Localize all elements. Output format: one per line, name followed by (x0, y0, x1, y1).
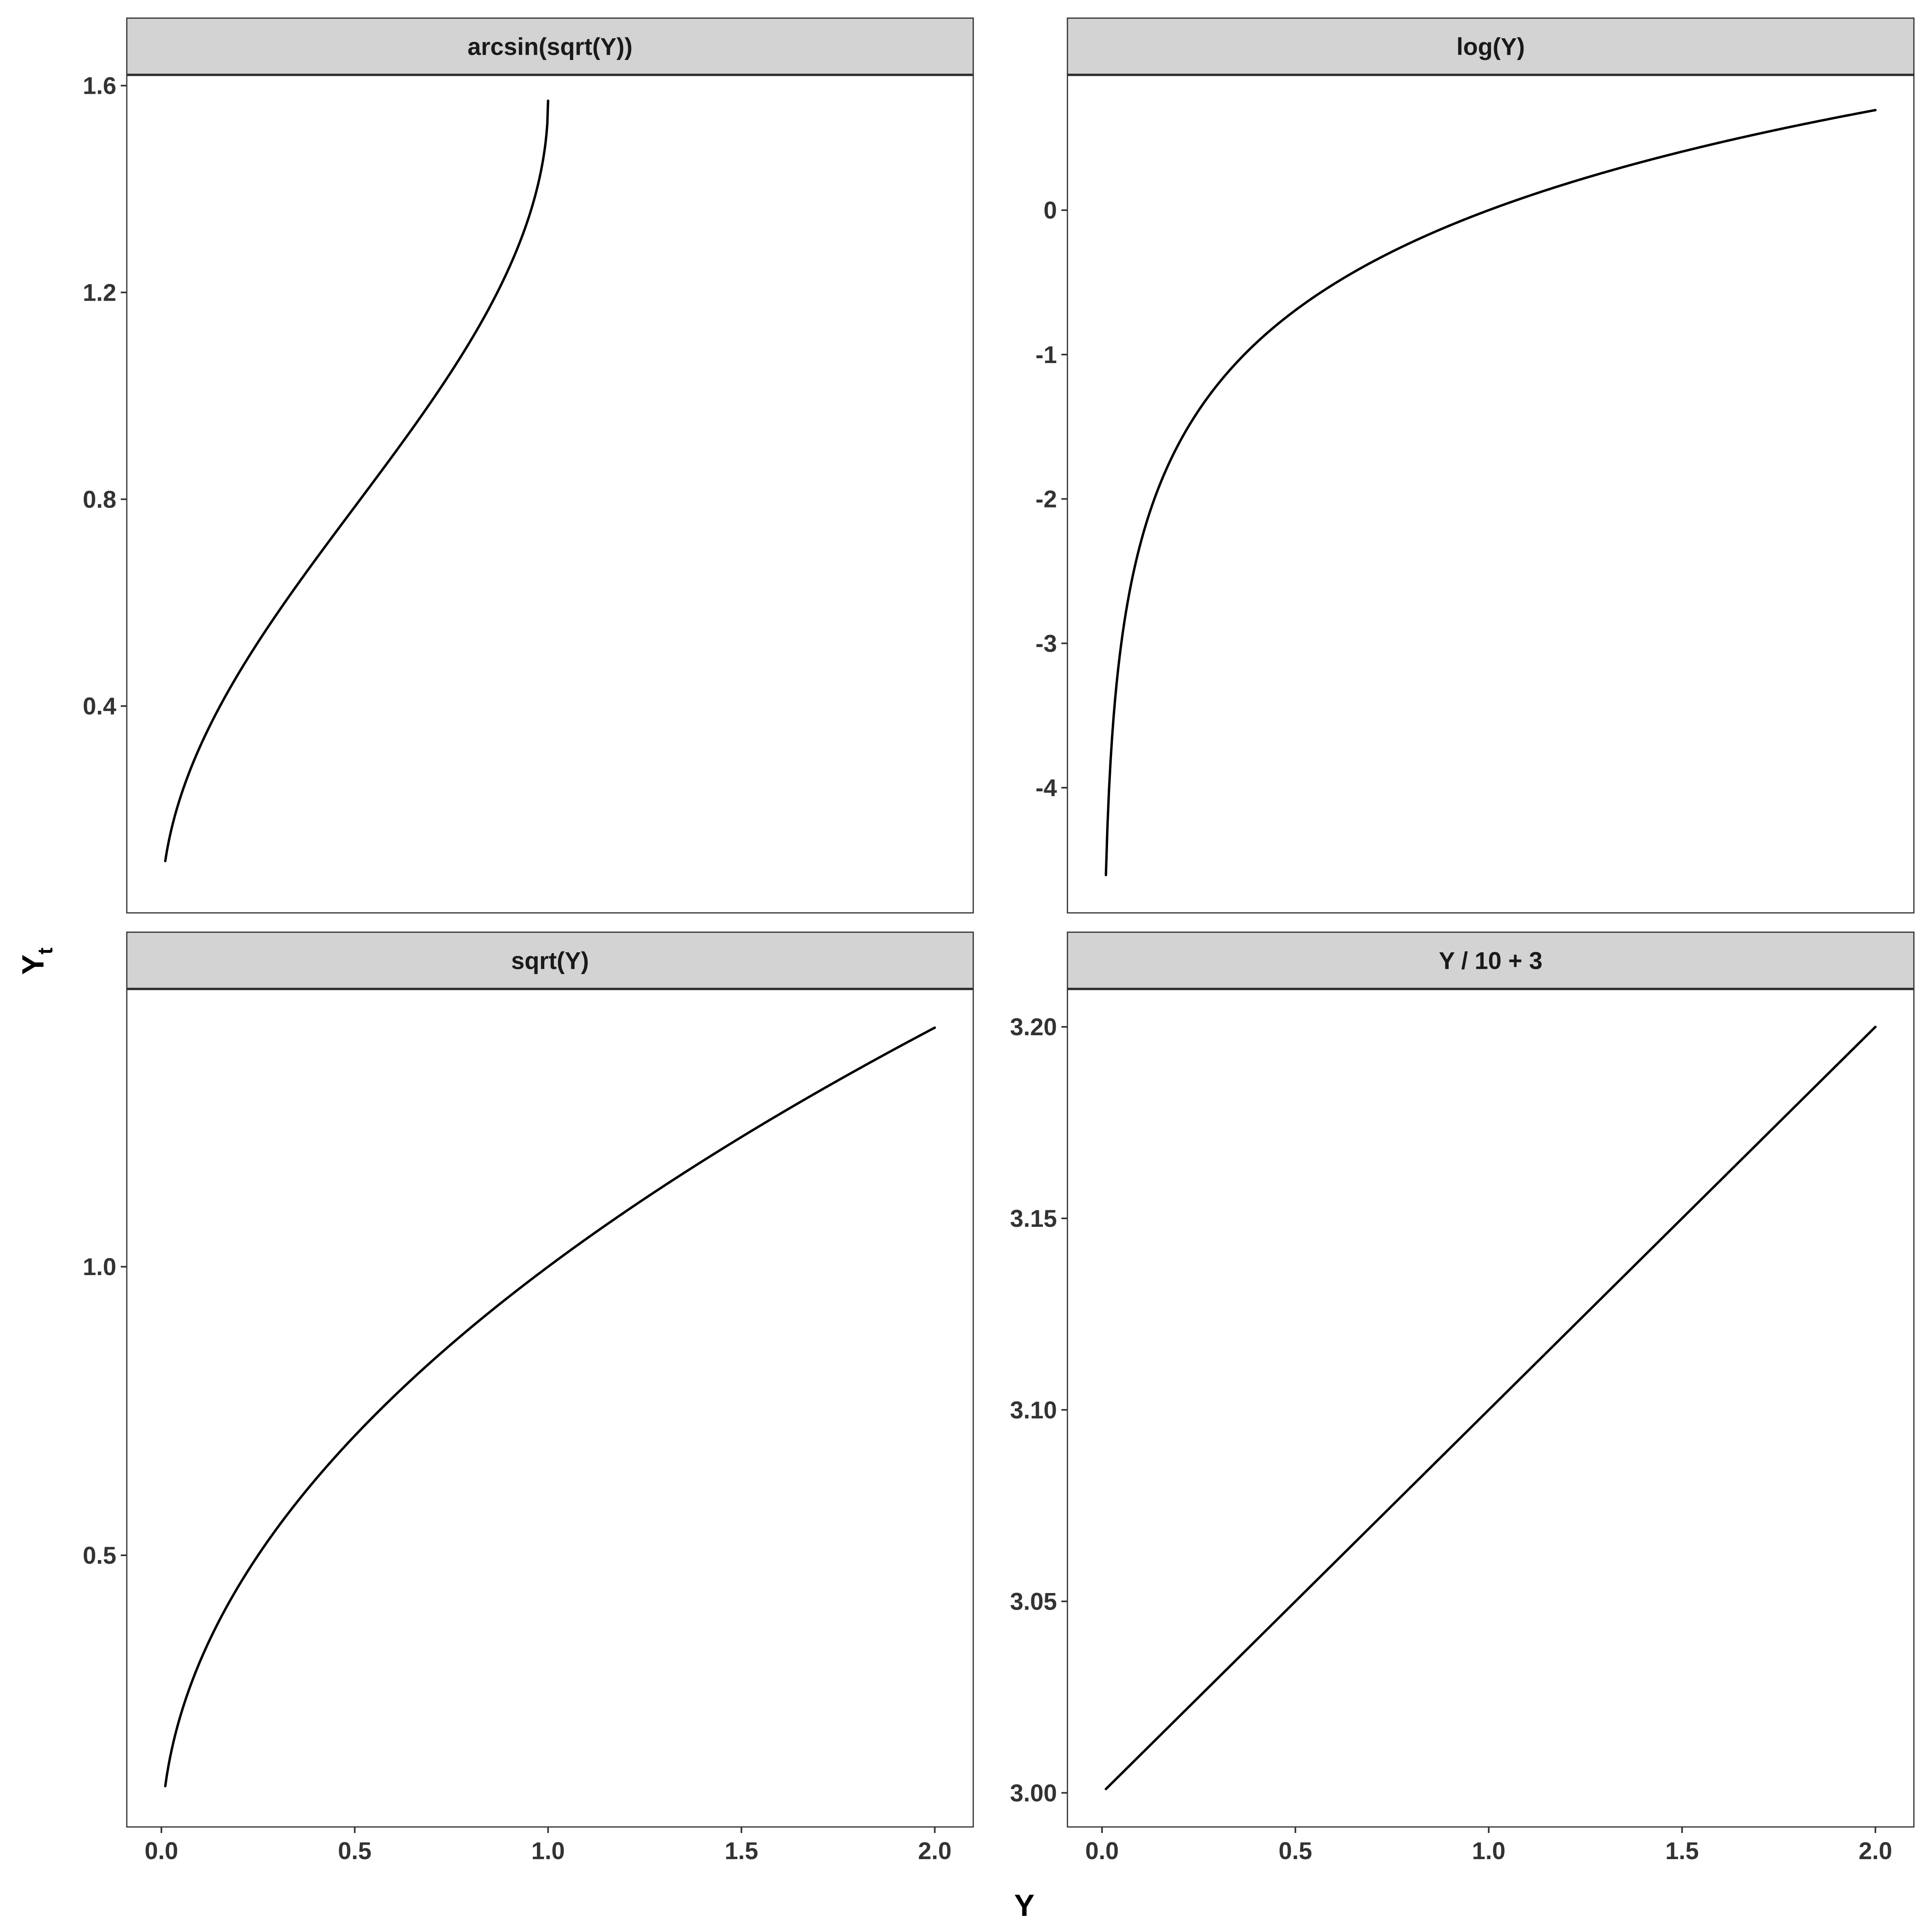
facet-strip (127, 18, 973, 75)
facet-title: Y / 10 + 3 (1439, 947, 1542, 974)
y-tick-label: 1.6 (83, 72, 116, 99)
facet-panel: sqrt(Y) 0.5 1.0 0.0 0.5 1.0 1.5 2.0 (83, 931, 974, 1864)
y-tick-label: -4 (1036, 774, 1057, 801)
panel-border (1067, 988, 1915, 1828)
y-tick-label: 3.15 (1010, 1205, 1057, 1232)
series-line (164, 99, 549, 863)
y-tick-label: 0 (1044, 197, 1057, 224)
y-axis-title: Yt (16, 947, 57, 975)
series-line (164, 1026, 936, 1788)
y-tick-label: 0.4 (83, 693, 117, 720)
x-tick-label: 0.0 (144, 1837, 178, 1864)
series-line (1104, 109, 1877, 877)
series-line (1104, 1026, 1877, 1790)
y-tick-label: 3.10 (1010, 1397, 1057, 1424)
y-axis-title-subscript: t (34, 947, 57, 954)
facet-title: arcsin(sqrt(Y)) (467, 33, 632, 60)
x-tick-label: 1.5 (1665, 1837, 1699, 1864)
y-tick-label: 1.2 (83, 279, 116, 306)
panel-grid: arcsin(sqrt(Y)) 0.4 0.8 1.2 1.6 log(Y) -4 -3 -2 -… (83, 17, 1915, 1864)
x-tick-label: 1.0 (1472, 1837, 1505, 1864)
x-tick-label: 2.0 (918, 1837, 952, 1864)
facet-strip (1067, 18, 1914, 75)
x-tick-label: 1.0 (531, 1837, 565, 1864)
panel-border (126, 988, 974, 1828)
x-tick-label: 1.5 (724, 1837, 758, 1864)
y-tick-label: 3.05 (1010, 1588, 1057, 1615)
y-tick-label: 3.20 (1010, 1013, 1057, 1040)
x-tick-label: 0.5 (1279, 1837, 1312, 1864)
y-axis-title-main: Y (16, 954, 50, 975)
x-tick-label: 2.0 (1859, 1837, 1892, 1864)
y-tick-label: -2 (1036, 486, 1057, 513)
facet-panel: log(Y) -4 -3 -2 -1 0 (1036, 17, 1915, 914)
x-axis-title: Y (1014, 1889, 1035, 1923)
x-tick-label: 0.0 (1085, 1837, 1119, 1864)
y-tick-label: -1 (1036, 341, 1057, 368)
y-tick-label: 0.8 (83, 486, 116, 513)
x-tick-label: 0.5 (338, 1837, 372, 1864)
y-tick-label: 0.5 (83, 1542, 116, 1569)
facet-panel: arcsin(sqrt(Y)) 0.4 0.8 1.2 1.6 (83, 17, 974, 914)
y-tick-label: 3.00 (1010, 1779, 1057, 1806)
facet-strip (1067, 932, 1914, 989)
panel-border (126, 74, 974, 914)
facet-strip (127, 932, 973, 989)
panel-border (1067, 74, 1915, 914)
facet-title: sqrt(Y) (511, 947, 589, 974)
y-tick-label: -3 (1036, 630, 1057, 657)
y-tick-label: 1.0 (83, 1253, 116, 1280)
facet-panel: Y / 10 + 3 3.00 3.05 3.10 3.15 3.20 0.0 0.5 1.0 1… (1010, 931, 1915, 1864)
facet-title: log(Y) (1457, 33, 1525, 60)
